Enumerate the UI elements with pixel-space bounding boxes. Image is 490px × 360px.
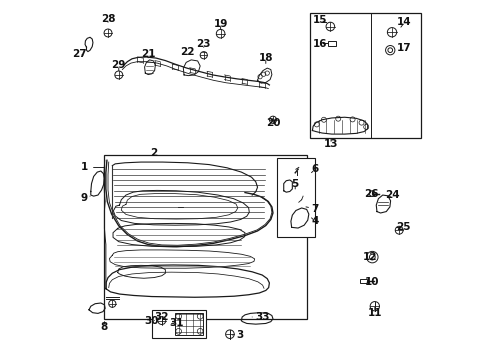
Text: 15: 15 (313, 15, 327, 26)
Bar (104, 155, 307, 319)
Text: 5: 5 (292, 179, 299, 189)
Text: 6: 6 (311, 164, 318, 174)
Text: 17: 17 (397, 43, 412, 53)
Text: 33: 33 (252, 312, 270, 322)
Text: 20: 20 (266, 118, 280, 128)
Bar (152, 310, 205, 338)
Text: 13: 13 (324, 139, 338, 149)
Bar (277, 158, 315, 237)
Text: 29: 29 (112, 60, 126, 71)
Text: 22: 22 (180, 46, 195, 57)
Text: 4: 4 (311, 216, 318, 226)
Text: 11: 11 (368, 307, 382, 318)
Bar (360, 279, 367, 283)
Text: 23: 23 (196, 40, 211, 49)
Text: 3: 3 (232, 330, 243, 340)
Text: 12: 12 (363, 252, 378, 262)
Bar (310, 13, 421, 138)
Text: 27: 27 (72, 49, 87, 59)
Text: 28: 28 (101, 14, 115, 24)
Text: 8: 8 (101, 321, 108, 332)
Text: 9: 9 (80, 193, 90, 203)
Text: 7: 7 (306, 204, 318, 214)
Text: 25: 25 (396, 222, 411, 232)
Text: 19: 19 (214, 19, 228, 30)
Text: 10: 10 (365, 277, 380, 287)
Text: 26: 26 (364, 189, 378, 199)
Text: 14: 14 (397, 17, 412, 27)
Bar (328, 41, 336, 45)
Text: 32: 32 (154, 312, 169, 322)
Text: 2: 2 (150, 148, 157, 158)
Bar (175, 313, 203, 335)
Text: 16: 16 (313, 39, 327, 49)
Text: 1: 1 (81, 162, 104, 172)
Text: 21: 21 (141, 49, 155, 59)
Text: 18: 18 (259, 53, 273, 63)
Text: 30: 30 (145, 316, 159, 325)
Text: 31: 31 (170, 319, 184, 328)
Text: 24: 24 (386, 190, 400, 200)
